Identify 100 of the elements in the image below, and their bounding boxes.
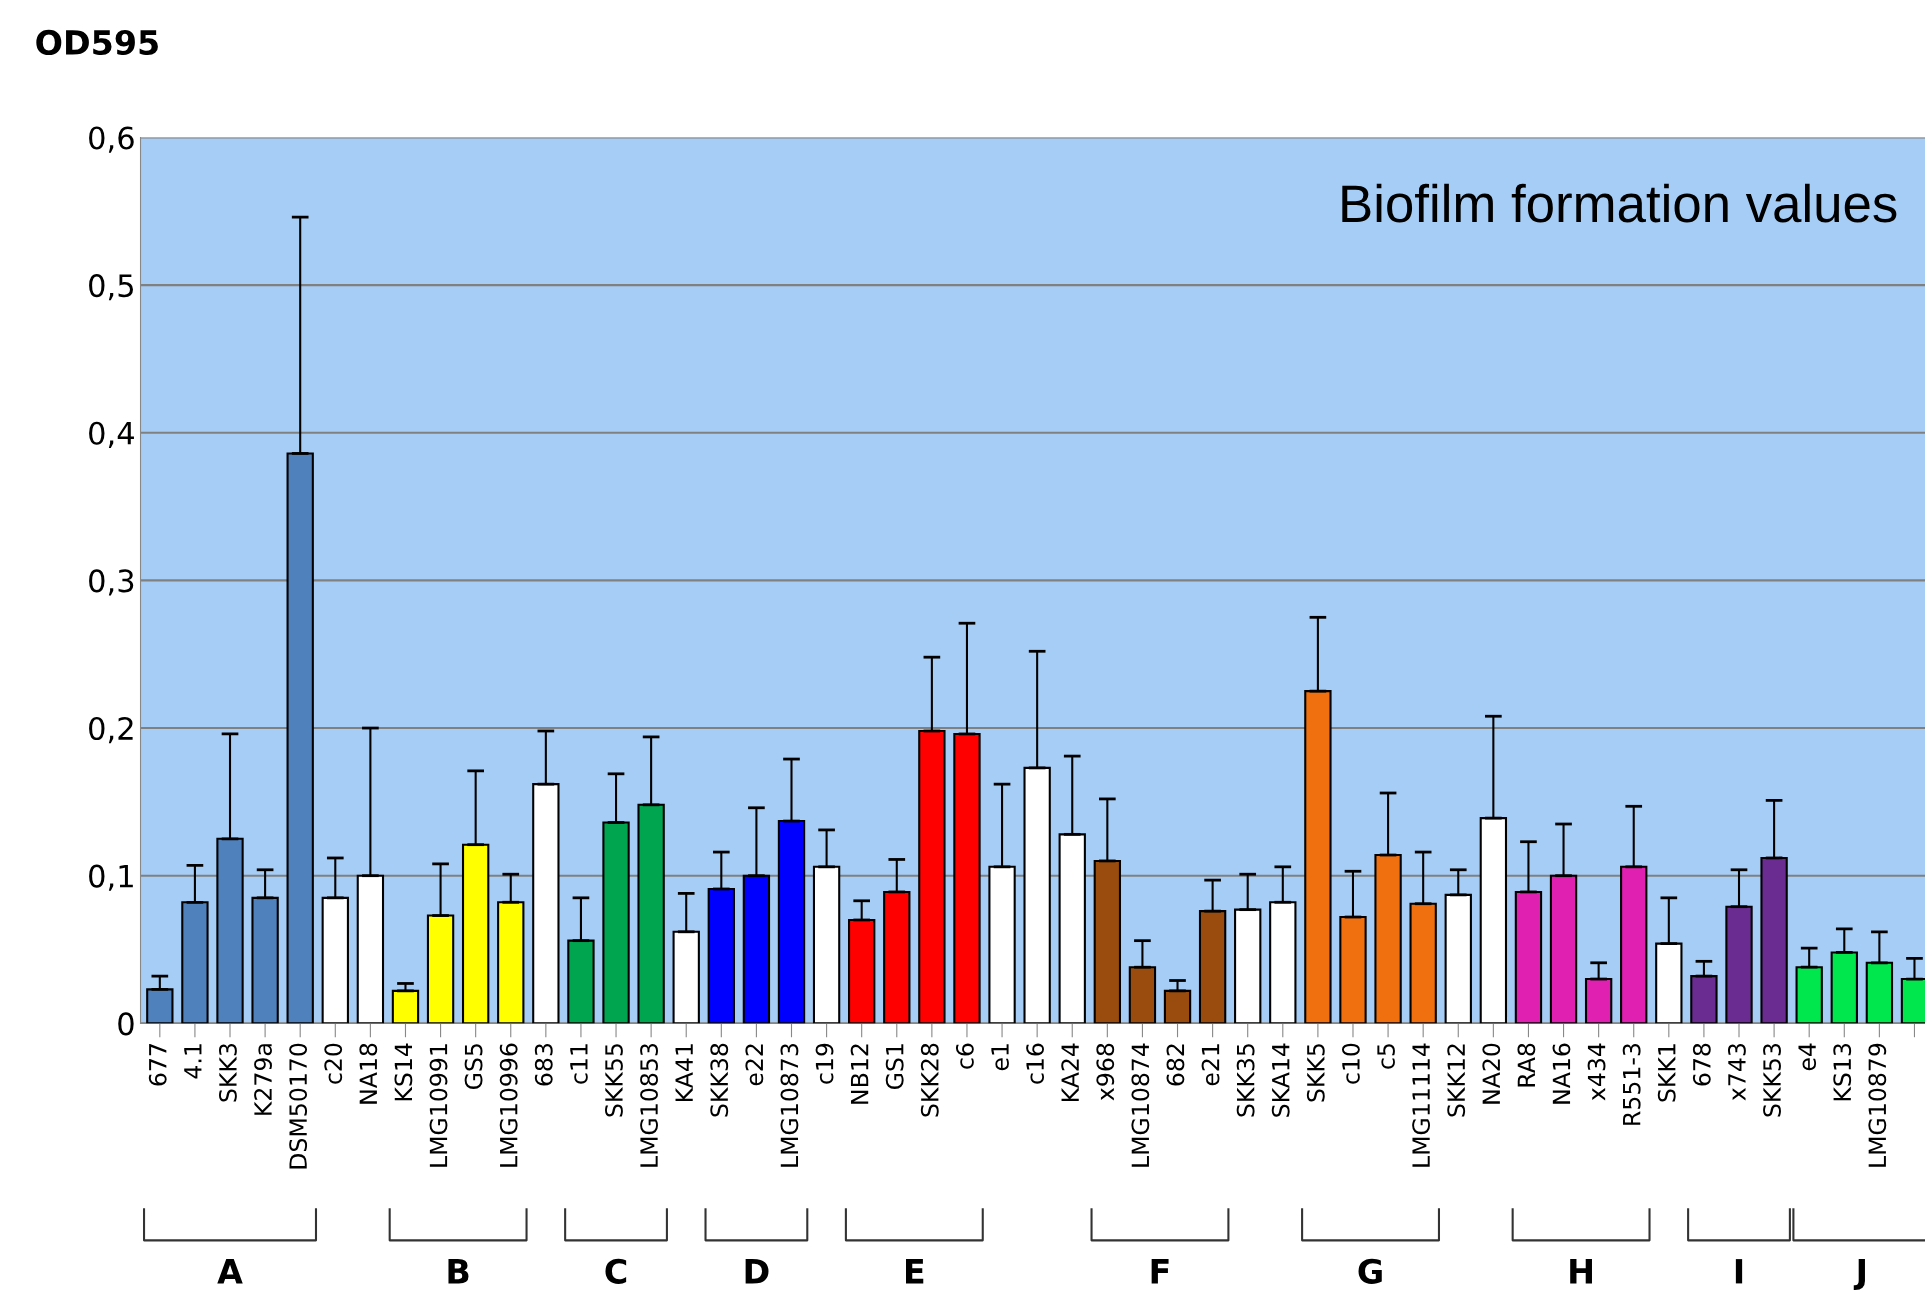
x-tick-label: c20 [324, 1043, 343, 1084]
x-tick-label: x434 [1587, 1043, 1606, 1101]
x-tick-label: SKK12 [1447, 1044, 1466, 1117]
bar [1479, 817, 1508, 1024]
bar [146, 988, 174, 1024]
text: F [1151, 1259, 1169, 1284]
bar [532, 783, 560, 1024]
x-tick-label: LMG10874 [1131, 1043, 1150, 1167]
bar [1549, 874, 1578, 1024]
bar [1830, 951, 1858, 1024]
x-tick-label: LMG10991 [429, 1044, 448, 1167]
x-tick-label: KA24 [1061, 1043, 1079, 1102]
bar [1093, 859, 1122, 1024]
x-tick-label: DSM50170 [289, 1043, 308, 1169]
bar [1514, 890, 1543, 1024]
y-tick-label: 0,6 [89, 126, 134, 153]
x-tick-label: NA18 [359, 1043, 378, 1104]
x-tick-label: RA8 [1517, 1043, 1536, 1087]
bar [812, 865, 841, 1024]
bar [1725, 905, 1753, 1024]
x-tick-label: SKK1 [1657, 1044, 1676, 1102]
bar [286, 452, 314, 1024]
text: E [906, 1259, 924, 1284]
x-tick-label: 677 [148, 1044, 167, 1086]
bar [216, 837, 244, 1024]
bar [1584, 978, 1613, 1024]
bar [1760, 856, 1788, 1024]
x-tick-label: e1 [991, 1044, 1009, 1071]
bar [1234, 908, 1262, 1024]
bar [637, 803, 665, 1024]
bar [356, 874, 385, 1024]
x-tick-label: SKK5 [1306, 1044, 1325, 1102]
x-tick-label: 682 [1166, 1044, 1185, 1086]
x-tick-label: c10 [1341, 1043, 1360, 1084]
bar [1865, 961, 1894, 1024]
bar [181, 901, 209, 1024]
x-tick-label: LMG10873 [780, 1043, 799, 1167]
text: C [605, 1258, 627, 1284]
x-tick-label: e4 [1798, 1043, 1817, 1071]
x-tick-label: c6 [955, 1043, 974, 1069]
bar [1058, 833, 1086, 1024]
x-tick-label: c19 [815, 1043, 834, 1084]
bar [1163, 989, 1192, 1024]
x-tick-label: KS14 [394, 1043, 413, 1101]
bar [497, 901, 525, 1024]
bar [1620, 865, 1648, 1024]
x-tick-label: LMG10879 [1868, 1043, 1887, 1167]
bar [1444, 893, 1472, 1024]
text: I [1735, 1259, 1743, 1284]
bar [1269, 901, 1297, 1024]
bar [1655, 942, 1683, 1024]
bar [707, 887, 735, 1024]
bar [251, 896, 279, 1024]
x-tick-label: LMG11114 [1412, 1043, 1431, 1167]
x-tick-label: SKK35 [1236, 1044, 1255, 1117]
text: Biofilm formation values [1342, 183, 1897, 223]
x-tick-label: e22 [745, 1044, 764, 1086]
x-tick-label: LMG10996 [499, 1043, 518, 1167]
x-tick-label: x743 [1728, 1043, 1746, 1101]
bar [461, 843, 490, 1024]
y-tick-label: 0,2 [89, 716, 133, 744]
x-tick-label: 4.1 [184, 1044, 202, 1079]
x-tick-label: SKK28 [920, 1043, 939, 1117]
text: H [1570, 1259, 1592, 1284]
x-tick-label: GS5 [464, 1044, 483, 1090]
bar [426, 914, 455, 1024]
x-tick-label: NA16 [1552, 1043, 1571, 1104]
y-tick-label: 0,3 [89, 569, 134, 596]
x-tick-label: KA41 [675, 1044, 693, 1102]
x-tick-label: NB12 [850, 1044, 869, 1104]
x-tick-label: 683 [534, 1043, 553, 1086]
x-tick-label: c5 [1377, 1044, 1395, 1069]
x-tick-label: LMG10853 [640, 1043, 658, 1167]
bar [1128, 966, 1157, 1024]
bar [602, 821, 630, 1024]
bar [1339, 915, 1367, 1024]
bar [1690, 975, 1718, 1024]
x-tick-label: SKK3 [219, 1043, 237, 1102]
y-tick-label: 0 [118, 1012, 134, 1036]
x-tick-label: SKK55 [605, 1044, 623, 1117]
y-tick-label: 0,4 [89, 421, 134, 448]
text: J [1853, 1259, 1865, 1291]
x-tick-label: SKA14 [1271, 1043, 1290, 1117]
bar [742, 874, 771, 1024]
x-tick-label: e21 [1201, 1044, 1220, 1086]
x-tick-label: SKK38 [710, 1043, 729, 1117]
y-axis-title: OD595 [36, 29, 158, 56]
bar [1374, 853, 1402, 1024]
x-tick-label: KS13 [1833, 1043, 1852, 1101]
bar [953, 732, 981, 1024]
bar [567, 939, 595, 1024]
y-tick-label: 0,5 [89, 274, 133, 301]
bar [1198, 910, 1227, 1024]
bar [1304, 690, 1332, 1024]
bar [988, 865, 1016, 1024]
text: G [1358, 1258, 1382, 1284]
bar [777, 820, 806, 1024]
y-tick-label: 0,1 [89, 864, 133, 891]
x-tick-label: c11 [570, 1044, 588, 1084]
text: B [448, 1259, 469, 1284]
